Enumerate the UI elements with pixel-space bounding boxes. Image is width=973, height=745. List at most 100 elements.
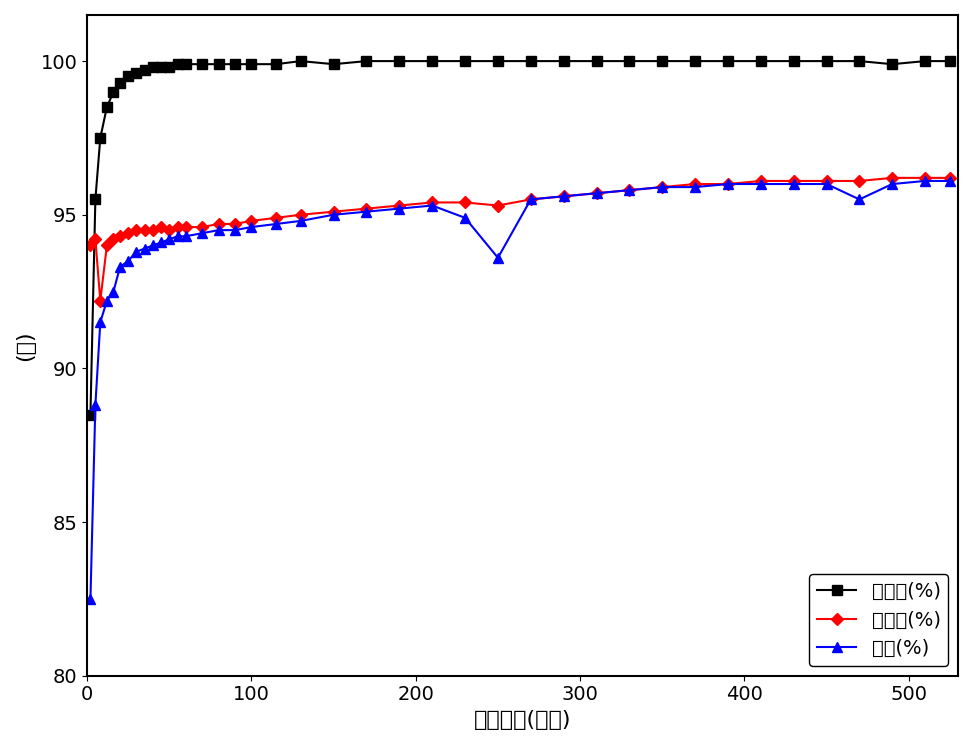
选择性(%) [459, 198, 471, 207]
转化率(%) [944, 57, 955, 66]
收率(%) [886, 180, 898, 188]
Line: 收率(%): 收率(%) [86, 176, 955, 603]
选择性(%) [245, 217, 257, 226]
收率(%) [94, 318, 106, 327]
收率(%) [147, 241, 159, 250]
收率(%) [139, 244, 151, 253]
收率(%) [591, 188, 602, 197]
选择性(%) [361, 204, 373, 213]
转化率(%) [426, 57, 438, 66]
选择性(%) [147, 226, 159, 235]
选择性(%) [85, 241, 96, 250]
转化率(%) [245, 60, 257, 69]
收率(%) [197, 229, 208, 238]
选择性(%) [393, 201, 405, 210]
转化率(%) [558, 57, 569, 66]
转化率(%) [156, 63, 167, 72]
选择性(%) [90, 235, 101, 244]
Line: 选择性(%): 选择性(%) [87, 174, 954, 305]
收率(%) [270, 220, 282, 229]
收率(%) [689, 183, 701, 191]
选择性(%) [722, 180, 734, 188]
收率(%) [919, 177, 931, 186]
转化率(%) [101, 103, 113, 112]
选择性(%) [755, 177, 767, 186]
选择性(%) [591, 188, 602, 197]
转化率(%) [295, 57, 306, 66]
选择性(%) [213, 220, 225, 229]
收率(%) [180, 232, 192, 241]
选择性(%) [130, 226, 142, 235]
转化率(%) [459, 57, 471, 66]
转化率(%) [180, 60, 192, 69]
选择性(%) [295, 210, 306, 219]
转化率(%) [90, 195, 101, 204]
选择性(%) [853, 177, 865, 186]
转化率(%) [94, 133, 106, 142]
转化率(%) [114, 78, 126, 87]
收率(%) [755, 180, 767, 188]
转化率(%) [393, 57, 405, 66]
收率(%) [853, 195, 865, 204]
选择性(%) [114, 232, 126, 241]
收率(%) [213, 226, 225, 235]
选择性(%) [944, 174, 955, 183]
转化率(%) [213, 60, 225, 69]
转化率(%) [820, 57, 832, 66]
收率(%) [171, 232, 183, 241]
Line: 转化率(%): 转化率(%) [86, 56, 955, 419]
收率(%) [657, 183, 668, 191]
收率(%) [393, 204, 405, 213]
选择性(%) [689, 180, 701, 188]
转化率(%) [108, 87, 120, 96]
收率(%) [328, 210, 340, 219]
选择性(%) [171, 223, 183, 232]
转化率(%) [853, 57, 865, 66]
选择性(%) [919, 174, 931, 183]
收率(%) [295, 217, 306, 226]
转化率(%) [624, 57, 635, 66]
选择性(%) [230, 220, 241, 229]
转化率(%) [197, 60, 208, 69]
选择性(%) [123, 229, 134, 238]
X-axis label: 反应时长(小时): 反应时长(小时) [474, 710, 571, 730]
选择性(%) [270, 213, 282, 222]
选择性(%) [820, 177, 832, 186]
选择性(%) [886, 174, 898, 183]
收率(%) [108, 287, 120, 296]
转化率(%) [591, 57, 602, 66]
收率(%) [90, 401, 101, 410]
转化率(%) [147, 63, 159, 72]
转化率(%) [689, 57, 701, 66]
转化率(%) [657, 57, 668, 66]
转化率(%) [722, 57, 734, 66]
收率(%) [123, 256, 134, 265]
收率(%) [492, 253, 504, 262]
转化率(%) [886, 60, 898, 69]
Y-axis label: (％): (％) [15, 330, 35, 361]
选择性(%) [558, 192, 569, 201]
转化率(%) [788, 57, 800, 66]
选择性(%) [525, 195, 537, 204]
选择性(%) [328, 207, 340, 216]
收率(%) [788, 180, 800, 188]
收率(%) [722, 180, 734, 188]
收率(%) [230, 226, 241, 235]
收率(%) [101, 297, 113, 305]
收率(%) [163, 235, 175, 244]
选择性(%) [101, 241, 113, 250]
选择性(%) [156, 223, 167, 232]
选择性(%) [426, 198, 438, 207]
转化率(%) [230, 60, 241, 69]
Legend: 转化率(%), 选择性(%), 收率(%): 转化率(%), 选择性(%), 收率(%) [810, 574, 949, 666]
收率(%) [361, 207, 373, 216]
选择性(%) [657, 183, 668, 191]
收率(%) [245, 223, 257, 232]
转化率(%) [755, 57, 767, 66]
转化率(%) [270, 60, 282, 69]
转化率(%) [525, 57, 537, 66]
选择性(%) [108, 235, 120, 244]
选择性(%) [788, 177, 800, 186]
选择性(%) [94, 297, 106, 305]
选择性(%) [180, 223, 192, 232]
